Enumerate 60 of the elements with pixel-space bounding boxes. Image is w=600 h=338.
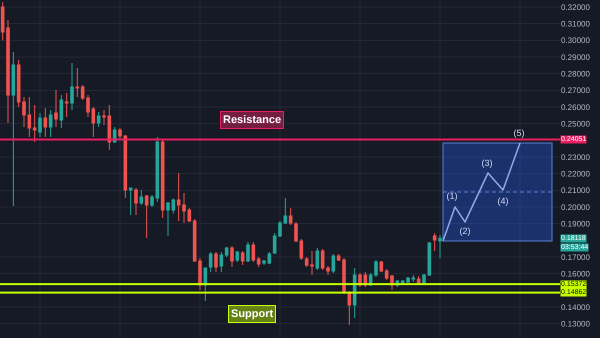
y-tick-label: 0.29000: [561, 52, 590, 62]
candlestick: [12, 52, 16, 206]
y-tick-label: 0.31000: [561, 19, 590, 28]
annotation: (5): [514, 128, 524, 138]
y-tick-label: 0.27000: [561, 86, 590, 96]
ref-line-label: Support: [231, 308, 274, 320]
candlestick: [438, 234, 442, 258]
y-tick-label: 0.14000: [561, 302, 590, 312]
candlestick: [432, 232, 436, 252]
annotation: (2): [460, 226, 470, 236]
y-tick-label: 0.26000: [561, 102, 590, 112]
y-tick-label: 0.23000: [561, 152, 590, 162]
y-tick-label: 0.17000: [561, 252, 590, 262]
candlestick: [38, 112, 42, 138]
candlestick: [214, 252, 218, 272]
y-tick-label: 0.21000: [561, 186, 590, 196]
candlestick: [64, 92, 68, 118]
y-tick-label: 0.30000: [561, 36, 590, 46]
candlestick: [230, 246, 234, 268]
candlestick: [128, 188, 132, 216]
candlestick: [316, 248, 320, 270]
y-tick-label: 0.13000: [561, 319, 590, 328]
candlestick: [220, 252, 224, 272]
candlestick: [204, 268, 208, 302]
candlestick: [76, 68, 80, 98]
candlestick: [70, 62, 74, 110]
candlestick: [240, 250, 244, 266]
candlestick: [144, 194, 148, 238]
candlestick: [48, 110, 52, 138]
candlestick: [96, 112, 100, 128]
candlestick: [252, 242, 256, 262]
candlestick: [60, 94, 64, 128]
candlestick: [140, 190, 144, 206]
candlestick: [256, 256, 260, 268]
y-tick-label: 0.25000: [561, 119, 590, 128]
candlestick: [160, 140, 164, 218]
candlestick: [352, 268, 356, 318]
candlestick: [380, 260, 384, 272]
y-tick-label: 0.19000: [561, 219, 590, 228]
y-tick-label: 0.22000: [561, 169, 590, 178]
candlestick: [246, 242, 250, 262]
y-tick-label: 0.20000: [561, 202, 590, 212]
candlestick: [416, 276, 420, 284]
y-tick-label: 0.32000: [561, 2, 590, 12]
candlestick: [54, 90, 58, 128]
candlestick: [32, 104, 36, 142]
candlestick: [288, 208, 292, 226]
candlestick: [134, 188, 138, 216]
annotation: (1): [446, 191, 458, 201]
candlestick: [208, 252, 212, 272]
y-tick-label: 0.28000: [561, 69, 590, 78]
candlestick: [224, 246, 228, 258]
ref-line-label: Resistance: [223, 114, 282, 126]
candlestick: [44, 108, 48, 138]
candlestick: [332, 254, 336, 274]
y-tick-label: 0.16000: [561, 269, 590, 278]
candlestick: [348, 290, 352, 326]
annotation: (3): [482, 158, 492, 168]
annotation: (4): [498, 196, 508, 206]
candlestick: [236, 250, 240, 262]
